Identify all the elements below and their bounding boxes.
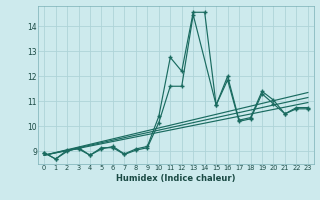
X-axis label: Humidex (Indice chaleur): Humidex (Indice chaleur) (116, 174, 236, 183)
